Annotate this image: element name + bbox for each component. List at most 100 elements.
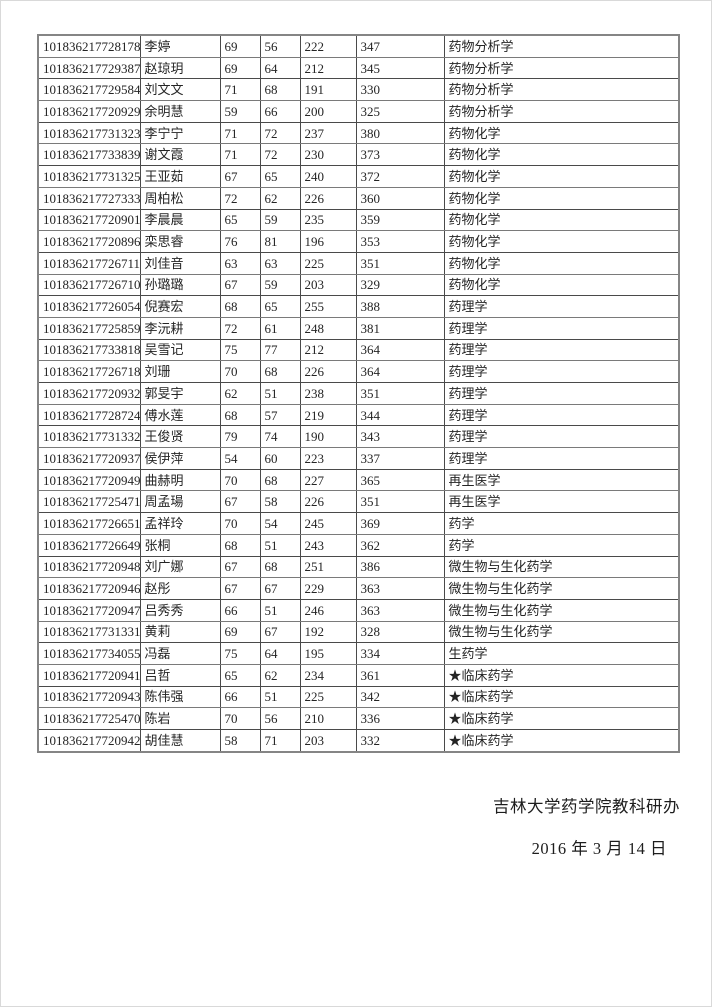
student-id-cell: 101836217731332	[37, 425, 141, 449]
score-1-cell: 75	[219, 642, 261, 665]
score-2-cell: 72	[259, 121, 301, 145]
student-name-cell: 黄莉	[139, 620, 221, 644]
total-score-cell: 381	[355, 316, 445, 340]
table-row: 101836217720901 李晨晨 65 59 235 359 药物化学	[37, 208, 680, 232]
score-3-cell: 195	[299, 642, 357, 665]
score-2-cell: 56	[259, 34, 301, 58]
score-1-cell: 72	[219, 186, 261, 210]
student-id-cell: 101836217727333	[37, 186, 141, 210]
total-score-cell: 364	[355, 360, 445, 383]
score-1-cell: 62	[219, 382, 261, 405]
major-cell: 微生物与生化药学	[443, 555, 680, 579]
score-2-cell: 66	[259, 100, 301, 123]
student-name-cell: 陈伟强	[139, 685, 221, 709]
student-name-cell: 赵琼玥	[139, 56, 221, 80]
score-3-cell: 255	[299, 295, 357, 318]
score-1-cell: 70	[219, 360, 261, 383]
score-1-cell: 69	[219, 34, 261, 58]
total-score-cell: 364	[355, 338, 445, 362]
score-3-cell: 210	[299, 707, 357, 730]
total-score-cell: 369	[355, 512, 445, 535]
score-1-cell: 71	[219, 121, 261, 145]
score-3-cell: 191	[299, 78, 357, 102]
total-score-cell: 347	[355, 34, 445, 58]
score-3-cell: 203	[299, 728, 357, 753]
total-score-cell: 334	[355, 642, 445, 665]
total-score-cell: 353	[355, 230, 445, 253]
score-1-cell: 65	[219, 208, 261, 232]
student-id-cell: 101836217720949	[37, 468, 141, 492]
major-cell: 药物化学	[443, 208, 680, 232]
student-name-cell: 赵彤	[139, 577, 221, 600]
table-body: 101836217728178 李婷 69 56 222 347 药物分析学 1…	[37, 34, 680, 753]
major-cell: 再生医学	[443, 468, 680, 492]
score-1-cell: 54	[219, 447, 261, 470]
score-1-cell: 67	[219, 577, 261, 600]
score-3-cell: 200	[299, 100, 357, 123]
student-id-cell: 101836217720937	[37, 447, 141, 470]
total-score-cell: 372	[355, 165, 445, 188]
score-3-cell: 234	[299, 663, 357, 687]
major-cell: 药物化学	[443, 143, 680, 167]
score-1-cell: 69	[219, 620, 261, 644]
major-cell: 生药学	[443, 642, 680, 665]
score-3-cell: 226	[299, 186, 357, 210]
student-name-cell: 刘佳音	[139, 251, 221, 275]
score-3-cell: 240	[299, 165, 357, 188]
student-name-cell: 傅水莲	[139, 403, 221, 427]
score-2-cell: 74	[259, 425, 301, 449]
table-row: 101836217725471 周孟瑒 67 58 226 351 再生医学	[37, 490, 680, 514]
student-name-cell: 余明慧	[139, 100, 221, 123]
score-1-cell: 66	[219, 598, 261, 622]
student-name-cell: 侯伊萍	[139, 447, 221, 470]
score-2-cell: 59	[259, 273, 301, 297]
major-cell: 微生物与生化药学	[443, 620, 680, 644]
score-3-cell: 243	[299, 533, 357, 557]
score-2-cell: 60	[259, 447, 301, 470]
major-cell: 药理学	[443, 316, 680, 340]
major-cell: 药理学	[443, 382, 680, 405]
table-row: 101836217731332 王俊贤 79 74 190 343 药理学	[37, 425, 680, 449]
score-3-cell: 212	[299, 56, 357, 80]
major-cell: 再生医学	[443, 490, 680, 514]
major-cell: 微生物与生化药学	[443, 577, 680, 600]
score-1-cell: 75	[219, 338, 261, 362]
student-name-cell: 吕秀秀	[139, 598, 221, 622]
student-name-cell: 周孟瑒	[139, 490, 221, 514]
student-id-cell: 101836217731325	[37, 165, 141, 188]
score-1-cell: 70	[219, 707, 261, 730]
score-3-cell: 230	[299, 143, 357, 167]
total-score-cell: 351	[355, 382, 445, 405]
score-1-cell: 70	[219, 512, 261, 535]
score-2-cell: 64	[259, 56, 301, 80]
score-1-cell: 67	[219, 555, 261, 579]
student-name-cell: 李沅耕	[139, 316, 221, 340]
student-id-cell: 101836217726649	[37, 533, 141, 557]
signature-line: 吉林大学药学院教科研办	[493, 797, 680, 816]
table-row: 101836217731323 李宁宁 71 72 237 380 药物化学	[37, 121, 680, 145]
score-2-cell: 56	[259, 707, 301, 730]
major-cell: 药理学	[443, 403, 680, 427]
student-name-cell: 李晨晨	[139, 208, 221, 232]
student-id-cell: 101836217729584	[37, 78, 141, 102]
score-1-cell: 67	[219, 490, 261, 514]
total-score-cell: 325	[355, 100, 445, 123]
total-score-cell: 345	[355, 56, 445, 80]
score-1-cell: 69	[219, 56, 261, 80]
score-3-cell: 226	[299, 490, 357, 514]
score-2-cell: 59	[259, 208, 301, 232]
score-1-cell: 79	[219, 425, 261, 449]
student-id-cell: 101836217725859	[37, 316, 141, 340]
score-2-cell: 67	[259, 620, 301, 644]
major-cell: 药物分析学	[443, 56, 680, 80]
total-score-cell: 373	[355, 143, 445, 167]
major-cell: 药物分析学	[443, 34, 680, 58]
total-score-cell: 330	[355, 78, 445, 102]
student-name-cell: 刘广娜	[139, 555, 221, 579]
student-id-cell: 101836217726711	[37, 251, 141, 275]
major-cell: 药理学	[443, 338, 680, 362]
major-cell: 药学	[443, 533, 680, 557]
major-cell: 药理学	[443, 360, 680, 383]
table-row: 101836217720943 陈伟强 66 51 225 342 ★临床药学	[37, 685, 680, 709]
student-id-cell: 101836217720946	[37, 577, 141, 600]
